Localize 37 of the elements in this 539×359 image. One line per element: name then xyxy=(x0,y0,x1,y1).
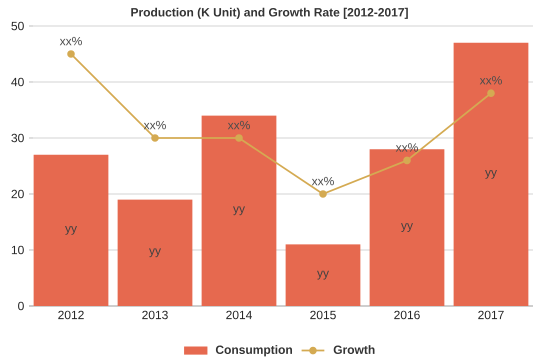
bar xyxy=(118,200,192,306)
data-label: yy xyxy=(65,226,77,235)
data-label: xx% xyxy=(144,120,166,130)
data-label: yy xyxy=(401,223,413,232)
point xyxy=(319,190,327,198)
y-tick-label: 50 xyxy=(11,22,24,30)
legend-label: Growth xyxy=(334,345,374,354)
x-tick-label: 2016 xyxy=(394,310,420,320)
y-tick-label: 0 xyxy=(18,302,24,310)
bar xyxy=(202,116,276,306)
point xyxy=(403,156,411,164)
bar xyxy=(286,244,360,306)
bar xyxy=(34,154,108,306)
data-label: yy xyxy=(317,270,329,280)
data-label: yy xyxy=(149,248,161,258)
point xyxy=(67,50,75,58)
x-tick-label: 2012 xyxy=(58,310,84,320)
data-label: xx% xyxy=(228,120,250,130)
x-tick-label: 2017 xyxy=(478,310,504,320)
data-label: xx% xyxy=(60,36,82,46)
legend-label: Consumption xyxy=(216,345,292,356)
data-label: xx% xyxy=(480,76,502,84)
chart-title: Production (K Unit) and Growth Rate [2012-2017] xyxy=(131,8,408,19)
y-tick-label: 30 xyxy=(11,134,24,142)
point xyxy=(235,134,243,142)
data-label: yy xyxy=(233,206,245,216)
data-label: xx% xyxy=(312,176,334,186)
data-label: yy xyxy=(485,170,497,179)
y-tick-label: 40 xyxy=(11,78,24,86)
y-tick-label: 10 xyxy=(12,246,24,254)
y-tick-label: 20 xyxy=(12,190,24,198)
bar xyxy=(454,42,528,306)
point xyxy=(151,134,159,142)
x-tick-label: 2015 xyxy=(310,310,336,320)
x-tick-label: 2014 xyxy=(226,310,252,320)
x-tick-label: 2013 xyxy=(142,310,168,320)
point xyxy=(487,89,495,97)
